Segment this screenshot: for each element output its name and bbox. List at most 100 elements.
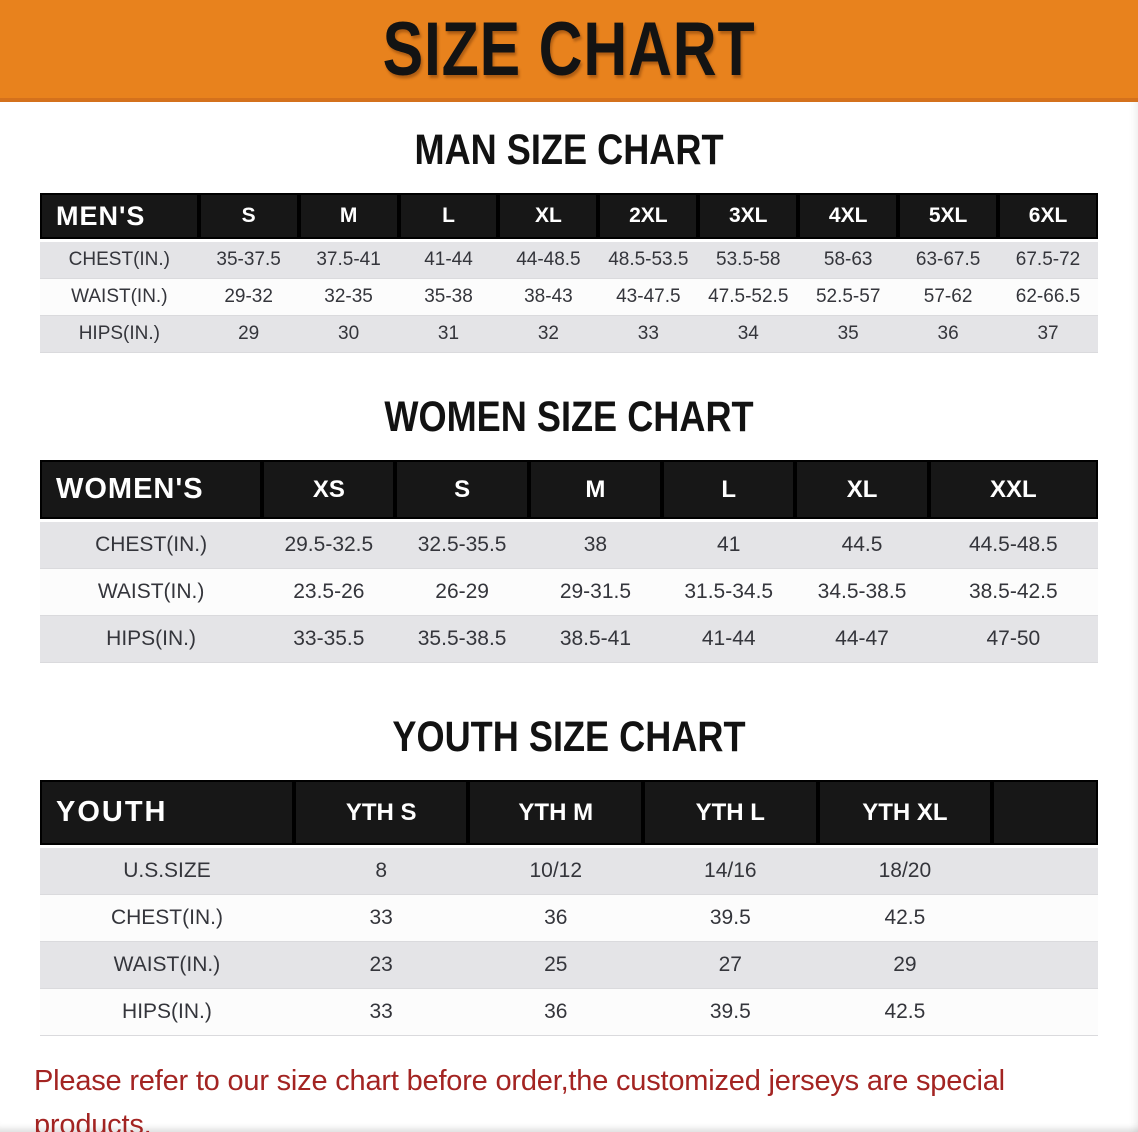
size-cell: 67.5-72 <box>998 240 1098 279</box>
size-cell: 38.5-41 <box>528 615 663 663</box>
table-header-row: WOMEN'S XS S M L XL XXL <box>40 460 1098 522</box>
column-header: M <box>528 460 663 522</box>
size-cell: 44.5 <box>795 520 929 569</box>
size-cell: 35-37.5 <box>198 240 299 279</box>
size-cell: 38.5-42.5 <box>928 568 1098 616</box>
table-header-label: MEN'S <box>40 193 199 242</box>
size-cell: 36 <box>898 315 999 353</box>
size-cell: 14/16 <box>643 846 818 895</box>
size-cell: 29-31.5 <box>528 568 663 616</box>
column-header: 3XL <box>698 193 799 242</box>
size-cell: 10/12 <box>468 846 644 895</box>
column-header: M <box>298 193 399 242</box>
size-cell: 42.5 <box>817 988 993 1036</box>
size-cell: 33 <box>293 988 469 1036</box>
section-women: WOMEN SIZE CHART WOMEN'S XS S M L XL XXL CHEST(… <box>40 393 1098 663</box>
size-cell: 38-43 <box>498 278 599 316</box>
size-cell: 32 <box>498 315 599 353</box>
column-header: 6XL <box>998 193 1098 242</box>
size-cell: 35.5-38.5 <box>395 615 529 663</box>
spacer-cell <box>992 941 1098 989</box>
column-header: S <box>198 193 299 242</box>
size-cell: 35-38 <box>398 278 499 316</box>
table-row: HIPS(IN.) 33 36 39.5 42.5 <box>40 988 1098 1036</box>
column-header: L <box>398 193 499 242</box>
size-cell: 29-32 <box>198 278 299 316</box>
size-cell: 25 <box>468 941 644 989</box>
size-cell: 44.5-48.5 <box>928 520 1098 569</box>
column-header: XL <box>498 193 599 242</box>
footnote-line-1: Please refer to our size chart before or… <box>34 1065 1005 1132</box>
spacer-cell <box>992 988 1098 1036</box>
table-header-label: WOMEN'S <box>40 460 263 522</box>
size-cell: 44-47 <box>795 615 929 663</box>
column-header: 4XL <box>798 193 899 242</box>
size-cell: 8 <box>293 846 469 895</box>
row-label: WAIST(IN.) <box>40 568 263 616</box>
table-row: CHEST(IN.) 29.5-32.5 32.5-35.5 38 41 44.5 44.5… <box>40 520 1098 569</box>
column-header: S <box>395 460 529 522</box>
table-row: WAIST(IN.) 23 25 27 29 <box>40 941 1098 989</box>
table-header-row: MEN'S S M L XL 2XL 3XL 4XL 5XL 6XL <box>40 193 1098 242</box>
women-size-table: WOMEN'S XS S M L XL XXL CHEST(IN.) 29.5-32.5 32.5… <box>40 460 1098 663</box>
size-cell: 32.5-35.5 <box>395 520 529 569</box>
row-label: HIPS(IN.) <box>40 988 294 1036</box>
size-cell: 36 <box>468 894 644 942</box>
size-cell: 32-35 <box>298 278 399 316</box>
size-cell: 53.5-58 <box>698 240 799 279</box>
size-cell: 34.5-38.5 <box>795 568 929 616</box>
size-cell: 48.5-53.5 <box>598 240 699 279</box>
size-cell: 38 <box>528 520 663 569</box>
size-cell: 52.5-57 <box>798 278 899 316</box>
men-section-heading: MAN SIZE CHART <box>414 126 724 174</box>
table-header-row: YOUTH YTH S YTH M YTH L YTH XL <box>40 780 1098 848</box>
spacer-cell <box>992 846 1098 895</box>
page-title: SIZE CHART <box>382 6 756 92</box>
table-row: HIPS(IN.) 29 30 31 32 33 34 35 36 37 <box>40 315 1098 353</box>
row-label: CHEST(IN.) <box>40 894 294 942</box>
size-cell: 37 <box>998 315 1098 353</box>
row-label: CHEST(IN.) <box>40 520 263 569</box>
size-cell: 29 <box>198 315 299 353</box>
column-header: 5XL <box>898 193 999 242</box>
spacer-cell <box>992 894 1098 942</box>
table-header-label: YOUTH <box>40 780 294 848</box>
size-cell: 34 <box>698 315 799 353</box>
row-label: HIPS(IN.) <box>40 615 263 663</box>
youth-size-table: YOUTH YTH S YTH M YTH L YTH XL U.S.SIZE 8 10/12… <box>40 780 1098 1036</box>
youth-section-heading: YOUTH SIZE CHART <box>392 713 746 761</box>
size-cell: 41-44 <box>662 615 796 663</box>
column-header: YTH M <box>468 780 644 848</box>
size-cell: 33-35.5 <box>262 615 396 663</box>
size-cell: 43-47.5 <box>598 278 699 316</box>
row-label: U.S.SIZE <box>40 846 294 895</box>
table-row: CHEST(IN.) 35-37.5 37.5-41 41-44 44-48.5 48.5… <box>40 240 1098 279</box>
size-cell: 27 <box>643 941 818 989</box>
column-header: XS <box>262 460 396 522</box>
table-row: U.S.SIZE 8 10/12 14/16 18/20 <box>40 846 1098 895</box>
section-men: MAN SIZE CHART MEN'S S M L XL 2XL 3XL 4XL 5XL 6XL… <box>40 126 1098 353</box>
size-cell: 47-50 <box>928 615 1098 663</box>
column-header: XXL <box>928 460 1098 522</box>
size-cell: 23 <box>293 941 469 989</box>
size-cell: 41 <box>662 520 796 569</box>
size-cell: 36 <box>468 988 644 1036</box>
table-row: HIPS(IN.) 33-35.5 35.5-38.5 38.5-41 41-44 44-… <box>40 615 1098 663</box>
column-header: XL <box>795 460 929 522</box>
footnote: Please refer to our size chart before or… <box>0 1060 1138 1132</box>
size-cell: 23.5-26 <box>262 568 396 616</box>
row-label: WAIST(IN.) <box>40 941 294 989</box>
size-cell: 39.5 <box>643 894 818 942</box>
row-label: WAIST(IN.) <box>40 278 199 316</box>
column-header: YTH S <box>293 780 469 848</box>
size-cell: 31.5-34.5 <box>662 568 796 616</box>
row-label: HIPS(IN.) <box>40 315 199 353</box>
size-cell: 31 <box>398 315 499 353</box>
size-cell: 47.5-52.5 <box>698 278 799 316</box>
size-cell: 42.5 <box>817 894 993 942</box>
size-cell: 58-63 <box>798 240 899 279</box>
size-cell: 33 <box>598 315 699 353</box>
size-cell: 30 <box>298 315 399 353</box>
size-cell: 29 <box>817 941 993 989</box>
